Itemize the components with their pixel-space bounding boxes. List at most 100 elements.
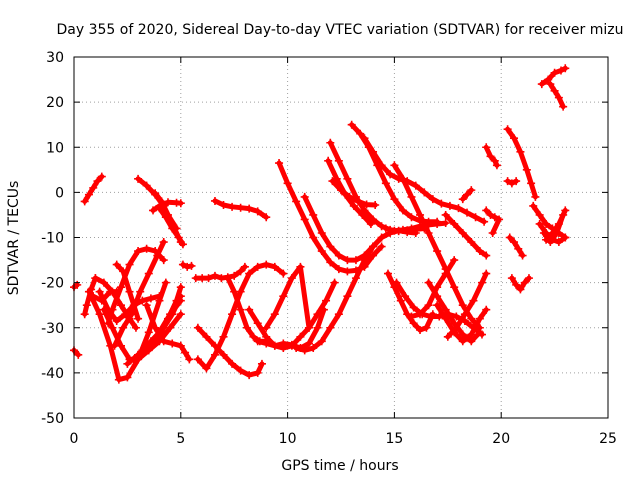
data-point [390, 226, 399, 235]
data-point [390, 161, 399, 170]
data-point [548, 228, 557, 237]
data-point [510, 238, 519, 247]
data-point [416, 326, 425, 335]
data-point [518, 251, 527, 260]
data-point [334, 265, 343, 274]
data-point [411, 181, 420, 190]
data-point [292, 197, 301, 206]
data-point [377, 161, 386, 170]
data-point [262, 213, 271, 222]
data-point [514, 244, 523, 253]
data-point [134, 350, 143, 359]
y-axis-label: SDTVAR / TECUs [6, 181, 22, 296]
data-point [300, 215, 309, 224]
data-point [347, 120, 356, 129]
data-point [561, 233, 570, 242]
data-point [445, 201, 454, 210]
data-point [317, 247, 326, 256]
data-point [482, 251, 491, 260]
series-arc-38 [381, 219, 450, 235]
series-arc-10 [104, 244, 168, 328]
data-point [114, 375, 123, 384]
data-point [559, 102, 568, 111]
data-point [112, 316, 121, 325]
data-point [356, 129, 365, 138]
data-point [452, 323, 461, 332]
data-point [535, 219, 544, 228]
data-point [89, 292, 98, 301]
data-point [433, 301, 442, 310]
data-point [95, 287, 104, 296]
data-point [245, 371, 254, 380]
data-point [283, 179, 292, 188]
data-point [371, 201, 380, 210]
data-point [343, 174, 352, 183]
data-point [236, 305, 245, 314]
data-point [326, 138, 335, 147]
data-point [153, 251, 162, 260]
data-point [326, 323, 335, 332]
data-point [458, 195, 467, 204]
data-point [377, 222, 386, 231]
series-arc-34 [324, 156, 375, 228]
data-point [210, 271, 219, 280]
series-arc-31 [275, 159, 386, 276]
series-arc-20 [151, 189, 181, 233]
data-point [458, 301, 467, 310]
data-point [369, 215, 378, 224]
data-point [151, 337, 160, 346]
data-point [253, 207, 262, 216]
x-tick-label: 20 [492, 431, 510, 447]
data-point [326, 258, 335, 267]
data-point [424, 278, 433, 287]
series-arc-25 [210, 196, 271, 222]
data-point [332, 174, 341, 183]
data-point [134, 174, 143, 183]
data-point [172, 224, 181, 233]
series-arc-23 [193, 323, 266, 380]
data-point [490, 156, 499, 165]
data-point [416, 310, 425, 319]
data-point [144, 269, 153, 278]
data-point [458, 330, 467, 339]
data-point [236, 267, 245, 276]
data-point [546, 80, 555, 89]
series-arc-3 [80, 172, 106, 206]
data-point [383, 269, 392, 278]
series-arc-22 [191, 262, 249, 283]
data-point [512, 280, 521, 289]
data-point [112, 260, 121, 269]
data-point [108, 287, 117, 296]
data-point [426, 312, 435, 321]
data-point [420, 188, 429, 197]
data-point [219, 350, 228, 359]
series-track [483, 144, 500, 168]
data-point [108, 305, 117, 314]
data-point [97, 172, 106, 181]
data-point [396, 296, 405, 305]
data-point [142, 301, 151, 310]
data-point [482, 269, 491, 278]
data-point [349, 201, 358, 210]
data-point [441, 314, 450, 323]
data-point [505, 233, 514, 242]
data-point [507, 179, 516, 188]
data-point [304, 323, 313, 332]
data-point [176, 292, 185, 301]
data-point [149, 206, 158, 215]
data-point [236, 366, 245, 375]
data-point [409, 303, 418, 312]
data-point [544, 75, 553, 84]
data-point [437, 199, 446, 208]
y-tick-label: 20 [46, 95, 64, 111]
data-point [181, 348, 190, 357]
data-point [334, 156, 343, 165]
data-point [119, 267, 128, 276]
data-point [228, 202, 237, 211]
y-tick-label: 10 [46, 140, 64, 156]
series-arc-48 [482, 143, 501, 170]
data-point [441, 269, 450, 278]
data-point [512, 177, 521, 186]
data-point [313, 323, 322, 332]
data-point [309, 344, 318, 353]
